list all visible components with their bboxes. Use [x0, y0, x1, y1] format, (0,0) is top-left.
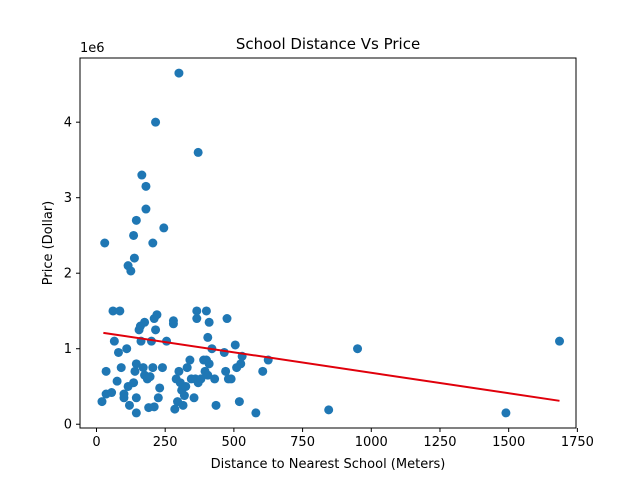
- scatter-point: [555, 336, 565, 346]
- scatter-point: [108, 306, 118, 316]
- scatter-point: [179, 391, 189, 401]
- scatter-point: [251, 408, 261, 418]
- scatter-point: [155, 383, 165, 393]
- scatter-point: [178, 400, 188, 410]
- scatter-point: [226, 374, 236, 384]
- scatter-point: [174, 68, 184, 78]
- scatter-point: [168, 316, 178, 326]
- scatter-point: [116, 363, 126, 373]
- scatter-point: [159, 223, 169, 233]
- scatter-point: [126, 266, 136, 276]
- scatter-point: [192, 314, 202, 324]
- scatter-point: [222, 314, 232, 324]
- scatter-point: [211, 400, 221, 410]
- scatter-point: [129, 378, 139, 388]
- scatter-point: [153, 393, 163, 403]
- scatter-point: [129, 253, 139, 263]
- scatter-point: [201, 306, 211, 316]
- scatter-point: [182, 363, 192, 373]
- scatter-point: [148, 363, 158, 373]
- plot-area-frame: [79, 57, 577, 429]
- scatter-point: [151, 325, 161, 335]
- scatter-point: [124, 400, 134, 410]
- scatter-point: [192, 306, 202, 316]
- scatter-point: [203, 332, 213, 342]
- scatter-point: [129, 230, 139, 240]
- x-tick-label: 1250: [423, 435, 456, 450]
- scatter-point: [148, 238, 158, 248]
- scatter-point: [152, 310, 162, 320]
- scatter-point: [196, 374, 206, 384]
- scatter-point: [115, 306, 125, 316]
- chart-title: School Distance Vs Price: [236, 35, 420, 53]
- scatter-point: [170, 404, 180, 414]
- scatter-point: [353, 344, 363, 354]
- y-tick-label: 0: [64, 418, 72, 433]
- scatter-point: [151, 117, 161, 127]
- scatter-point: [174, 366, 184, 376]
- y-tick-label: 2: [64, 267, 72, 282]
- trend-line: [103, 331, 560, 402]
- scatter-point: [204, 359, 214, 369]
- scatter-point: [137, 170, 147, 180]
- scatter-point: [113, 347, 123, 357]
- scatter-point: [181, 381, 191, 391]
- scatter-point: [149, 402, 159, 412]
- scatter-point: [501, 408, 511, 418]
- y-axis-label: Price (Dollar): [41, 201, 56, 286]
- scatter-point: [203, 370, 213, 380]
- scatter-point: [119, 393, 129, 403]
- scatter-point: [193, 147, 203, 157]
- scatter-point: [324, 405, 334, 415]
- scatter-point: [109, 336, 119, 346]
- scatter-point: [234, 397, 244, 407]
- x-tick-label: 250: [153, 435, 178, 450]
- scatter-point: [204, 317, 214, 327]
- y-tick-label: 3: [64, 191, 72, 206]
- scatter-point: [210, 374, 220, 384]
- scatter-point: [100, 238, 110, 248]
- scatter-point: [131, 215, 141, 225]
- scatter-point: [157, 363, 167, 373]
- y-axis-ticks: 0 1 2 3 4: [64, 116, 80, 433]
- scatter-point: [236, 359, 246, 369]
- scatter-point: [189, 393, 199, 403]
- scatter-point: [131, 359, 141, 369]
- x-tick-label: 750: [290, 435, 315, 450]
- scatter-point: [112, 376, 122, 386]
- y-tick-label: 4: [64, 116, 72, 131]
- x-tick-label: 1500: [492, 435, 525, 450]
- scatter-point: [141, 204, 151, 214]
- x-axis-ticks: 0 250 500 750 1000 1250 1500 1750: [92, 428, 594, 450]
- scatter-point: [101, 366, 111, 376]
- scatter-point: [219, 347, 229, 357]
- x-tick-label: 1000: [355, 435, 388, 450]
- scatter-point: [130, 366, 140, 376]
- scatter-point: [221, 366, 231, 376]
- scatter-point: [131, 393, 141, 403]
- y-tick-label: 1: [64, 342, 72, 357]
- x-axis-label: Distance to Nearest School (Meters): [211, 457, 446, 472]
- scatter-points: [97, 68, 565, 418]
- scatter-point: [230, 340, 240, 350]
- scatter-point: [97, 397, 107, 407]
- x-tick-label: 1750: [561, 435, 594, 450]
- scatter-point: [141, 181, 151, 191]
- scatter-point: [185, 355, 195, 365]
- scatter-point: [258, 366, 268, 376]
- scatter-point: [138, 363, 148, 373]
- x-tick-label: 0: [92, 435, 100, 450]
- scatter-point: [140, 317, 150, 327]
- x-tick-label: 500: [221, 435, 246, 450]
- y-offset-label: 1e6: [80, 41, 105, 56]
- scatter-point: [122, 344, 132, 354]
- scatter-point: [131, 408, 141, 418]
- scatter-point: [145, 372, 155, 382]
- scatter-point: [107, 388, 117, 398]
